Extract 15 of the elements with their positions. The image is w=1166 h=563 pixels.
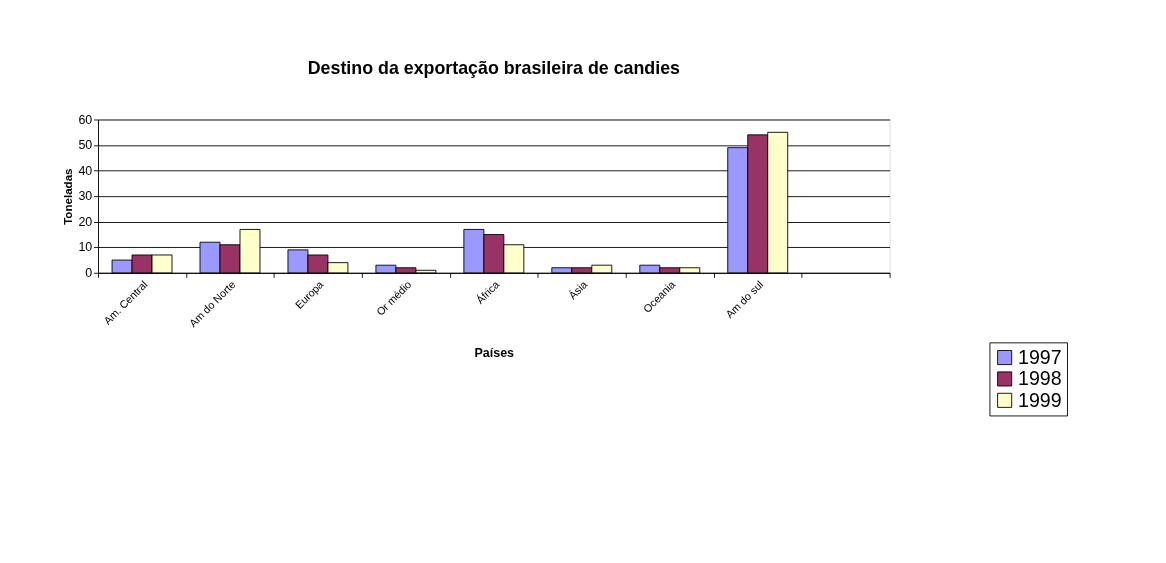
y-tick-label: 60 xyxy=(78,112,93,127)
legend-label: 1997 xyxy=(1018,345,1062,368)
chart-title: Destino da exportação brasileira de candies xyxy=(307,58,681,79)
legend-label: 1999 xyxy=(1018,388,1062,411)
legend-label: 1998 xyxy=(1018,367,1062,390)
y-tick-label: 10 xyxy=(78,240,93,255)
x-axis-title: Países xyxy=(474,345,515,360)
y-tick-label: 0 xyxy=(85,265,93,280)
y-tick-label: 40 xyxy=(78,163,93,178)
y-tick-label: 30 xyxy=(78,189,93,204)
y-tick-label: 50 xyxy=(78,138,93,153)
y-tick-label: 20 xyxy=(78,214,93,229)
x-tick-label: Am do sul xyxy=(723,278,766,321)
y-axis-title: Toneladas xyxy=(62,168,75,225)
x-tick-label: Ásia xyxy=(566,278,590,302)
